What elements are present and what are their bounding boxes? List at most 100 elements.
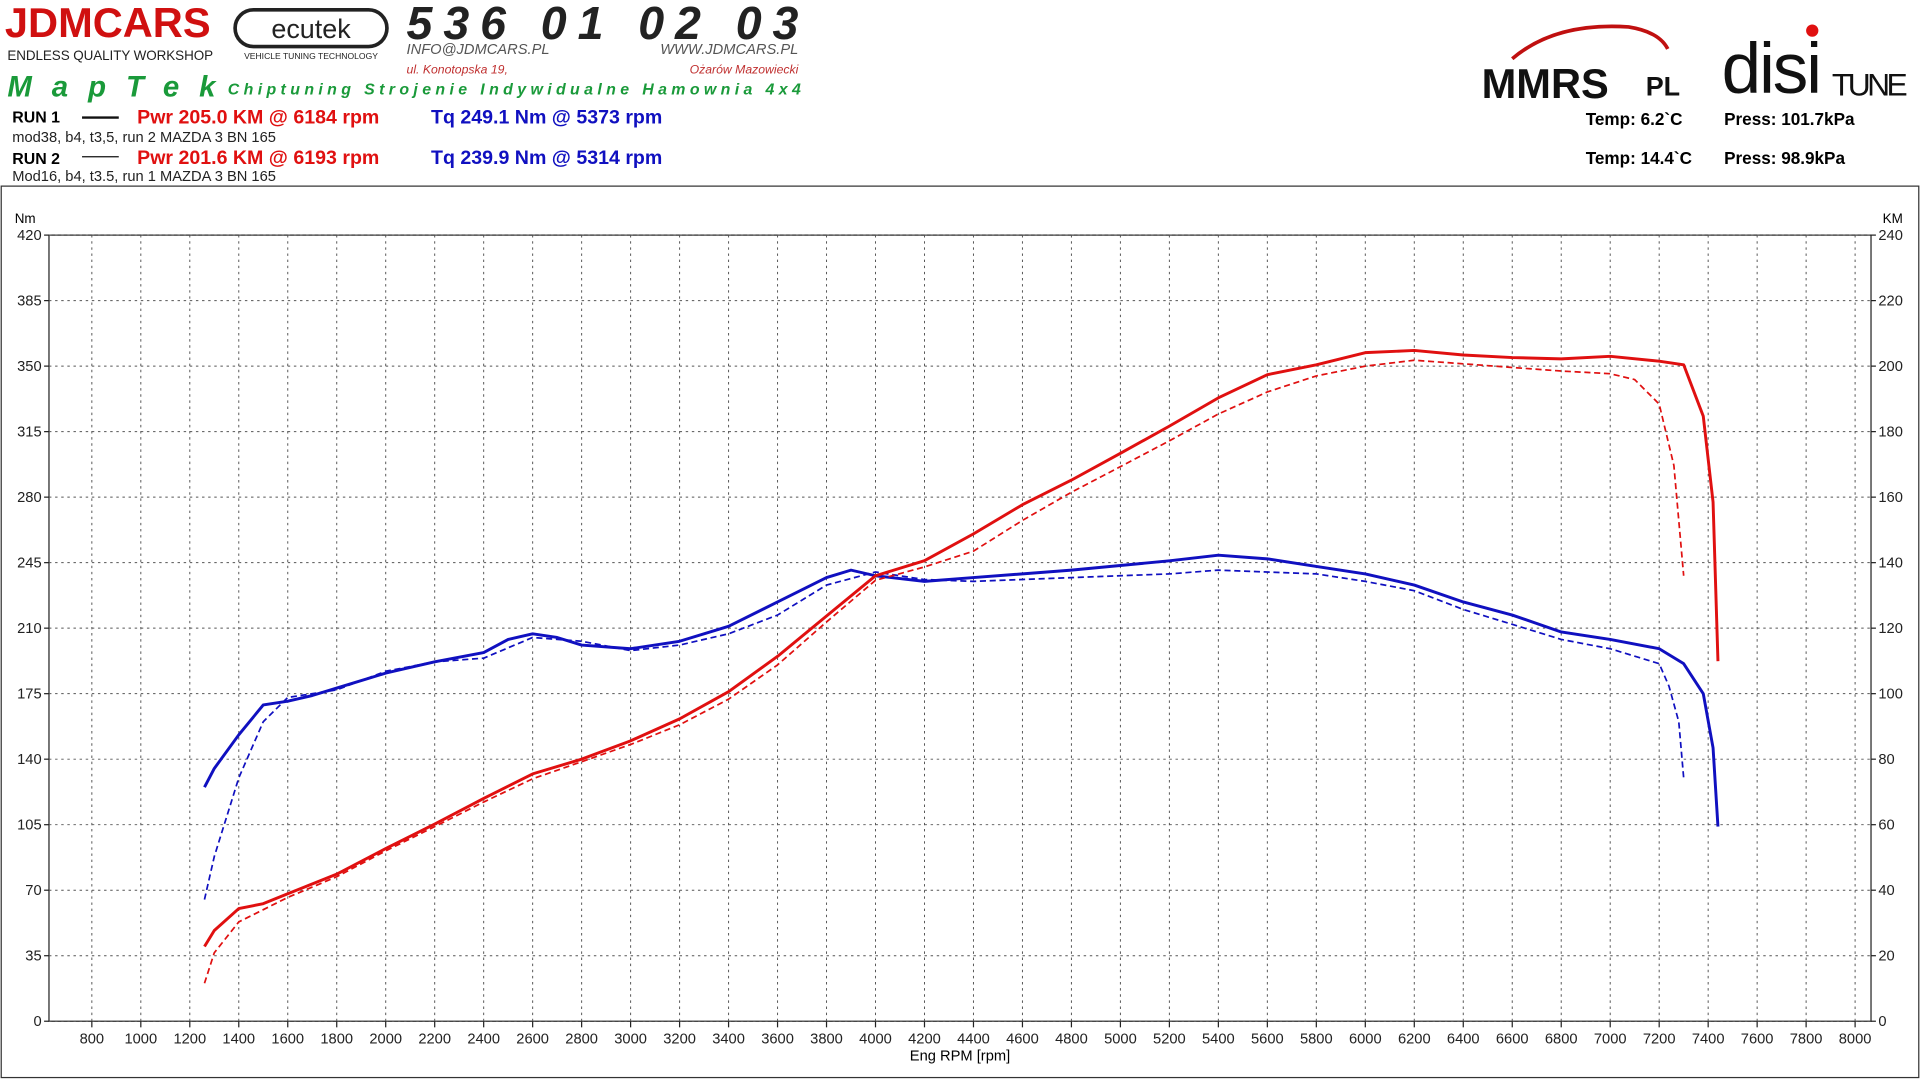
city: Ożarów Mazowiecki <box>690 62 799 76</box>
y-tick-label: 105 <box>17 818 42 834</box>
y2-tick-label: 120 <box>1878 621 1903 637</box>
x-tick-label: 3400 <box>712 1031 745 1047</box>
plot-area <box>48 234 1872 1022</box>
run-label: RUN 1 <box>12 109 60 126</box>
data-line <box>203 348 1720 948</box>
header: JDMCARS ENDLESS QUALITY WORKSHOP ecutek … <box>5 0 1908 109</box>
chart-frame <box>0 185 1920 1079</box>
x-tick-label: 2400 <box>467 1031 500 1047</box>
run-description: Mod16, b4, t3.5, run 1 MAZDA 3 BN 165 <box>12 169 276 185</box>
brand-subtitle: ENDLESS QUALITY WORKSHOP <box>7 48 213 63</box>
x-tick-label: 3200 <box>663 1031 696 1047</box>
run-temp: Temp: 14.4`C <box>1586 148 1692 168</box>
ecutek-badge <box>233 7 389 49</box>
x-tick-label: 7000 <box>1594 1031 1627 1047</box>
website: WWW.JDMCARS.PL <box>660 42 798 58</box>
y2-tick-label: 60 <box>1878 818 1894 834</box>
mmrs-car-icon <box>1511 24 1670 61</box>
y-tick-label: 140 <box>17 752 42 768</box>
y2-axis-label: KM <box>1883 211 1903 226</box>
x-tick-label: 7400 <box>1692 1031 1725 1047</box>
y2-tick-label: 140 <box>1878 556 1903 572</box>
y2-tick-label: 100 <box>1878 687 1903 703</box>
y-tick-label: 70 <box>25 883 41 899</box>
x-tick-label: 4600 <box>1006 1031 1039 1047</box>
x-tick-label: 7200 <box>1643 1031 1676 1047</box>
y2-tick-label: 40 <box>1878 883 1894 899</box>
y-tick-label: 315 <box>17 425 42 441</box>
disi-dot <box>1806 24 1819 37</box>
data-line <box>203 359 1685 984</box>
y2-tick-label: 180 <box>1878 425 1903 441</box>
x-tick-label: 1000 <box>124 1031 157 1047</box>
x-tick-label: 2600 <box>516 1031 549 1047</box>
maptek-logo: MapTek <box>7 71 217 104</box>
run-power: Pwr 205.0 KM @ 6184 rpm <box>137 107 379 129</box>
ecutek-logo: ecutek <box>271 14 351 44</box>
mmrs-pl: PL <box>1646 72 1680 102</box>
x-tick-label: 7600 <box>1741 1031 1774 1047</box>
x-axis-label: Eng RPM [rpm] <box>910 1048 1010 1064</box>
x-tick-label: 4400 <box>957 1031 990 1047</box>
y-tick-label: 35 <box>25 949 41 965</box>
email: INFO@JDMCARS.PL <box>407 42 550 58</box>
x-tick-label: 4200 <box>908 1031 941 1047</box>
x-tick-label: 3800 <box>810 1031 843 1047</box>
y2-tick-label: 220 <box>1878 294 1903 310</box>
x-tick-label: 2200 <box>418 1031 451 1047</box>
x-tick-label: 4000 <box>859 1031 892 1047</box>
run-torque: Tq 249.1 Nm @ 5373 rpm <box>431 107 662 129</box>
x-tick-label: 6200 <box>1398 1031 1431 1047</box>
y2-tick-label: 20 <box>1878 949 1894 965</box>
y-tick-label: 280 <box>17 490 42 506</box>
y2-tick-label: 0 <box>1878 1014 1886 1030</box>
y-tick-label: 245 <box>17 556 42 572</box>
run-press: Press: 98.9kPa <box>1724 148 1845 168</box>
y-tick-label: 210 <box>17 621 42 637</box>
x-tick-label: 7800 <box>1790 1031 1823 1047</box>
street: ul. Konotopska 19, <box>407 62 508 76</box>
mmrs-logo: MMRS <box>1482 60 1609 107</box>
x-tick-label: 2000 <box>369 1031 402 1047</box>
y2-tick-label: 240 <box>1878 228 1903 244</box>
y2-tick-label: 160 <box>1878 490 1903 506</box>
y2-tick-label: 80 <box>1878 752 1894 768</box>
x-tick-label: 1400 <box>222 1031 255 1047</box>
data-line <box>203 553 1720 827</box>
y2-tick-label: 200 <box>1878 359 1903 375</box>
x-tick-label: 8000 <box>1839 1031 1872 1047</box>
x-tick-label: 4800 <box>1055 1031 1088 1047</box>
x-tick-label: 6600 <box>1496 1031 1529 1047</box>
x-tick-label: 5800 <box>1300 1031 1333 1047</box>
data-line <box>203 569 1685 900</box>
x-tick-label: 5600 <box>1251 1031 1284 1047</box>
y-tick-label: 385 <box>17 294 42 310</box>
x-tick-label: 5400 <box>1202 1031 1235 1047</box>
run-description: mod38, b4, t3,5, run 2 MAZDA 3 BN 165 <box>12 130 276 146</box>
y-tick-label: 420 <box>17 228 42 244</box>
x-tick-label: 1600 <box>271 1031 304 1047</box>
ecutek-subtitle: VEHICLE TUNING TECHNOLOGY <box>244 51 378 61</box>
run-info: RUN 1 Pwr 205.0 KM @ 6184 rpm Tq 249.1 N… <box>12 107 1855 186</box>
services: Chiptuning Strojenie Indywidualne Hamown… <box>228 81 801 98</box>
x-tick-label: 6800 <box>1545 1031 1578 1047</box>
run-temp: Temp: 6.2`C <box>1586 109 1683 129</box>
y-axis-label: Nm <box>15 211 36 226</box>
run-torque: Tq 239.9 Nm @ 5314 rpm <box>431 147 662 169</box>
x-tick-label: 2800 <box>565 1031 598 1047</box>
y-tick-label: 0 <box>33 1014 41 1030</box>
x-tick-label: 5000 <box>1104 1031 1137 1047</box>
x-tick-label: 6400 <box>1447 1031 1480 1047</box>
y-tick-label: 350 <box>17 359 42 375</box>
x-tick-label: 1800 <box>320 1031 353 1047</box>
run-press: Press: 101.7kPa <box>1724 109 1855 129</box>
x-tick-label: 3600 <box>761 1031 794 1047</box>
x-tick-label: 1200 <box>173 1031 206 1047</box>
tune-logo: TUNE <box>1832 67 1908 103</box>
x-tick-label: 3000 <box>614 1031 647 1047</box>
x-tick-label: 6000 <box>1349 1031 1382 1047</box>
run-power: Pwr 201.6 KM @ 6193 rpm <box>137 147 379 169</box>
brand-logo: JDMCARS <box>5 0 211 46</box>
